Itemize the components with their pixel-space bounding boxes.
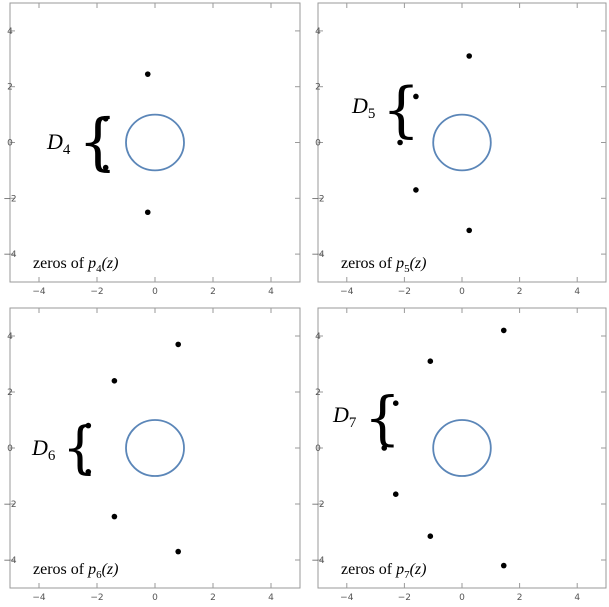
x-tick-label: −4 xyxy=(32,287,46,297)
zero-point xyxy=(397,139,403,146)
x-tick-label: −2 xyxy=(90,287,103,297)
zero-point xyxy=(175,548,181,555)
zero-point xyxy=(466,227,473,234)
y-tick-label: 0 xyxy=(7,139,13,149)
group-label: D6 xyxy=(31,435,56,464)
y-tick-label: 0 xyxy=(315,444,321,454)
unit-circle xyxy=(125,419,185,477)
x-tick-label: −2 xyxy=(398,593,411,603)
zero-point xyxy=(413,187,419,193)
plot-frame xyxy=(317,307,607,589)
zero-point xyxy=(85,469,92,475)
unit-circle xyxy=(125,113,185,172)
panel-caption: zeros of p7(z) xyxy=(341,561,426,581)
x-tick-label: −4 xyxy=(32,593,46,603)
zero-point xyxy=(102,164,109,171)
chart-panel-7: −4 −2 0 2 4 −4 −2 0 2 4 zeros of p7(z) D7{ xyxy=(311,307,607,603)
zero-point xyxy=(381,445,388,451)
group-label: D5 xyxy=(351,93,375,122)
unit-circle xyxy=(432,113,492,172)
x-tick-label: 4 xyxy=(268,287,274,297)
y-tick-label: −4 xyxy=(311,556,325,566)
left-brace-icon: { xyxy=(382,75,420,145)
chart-panel-4: −4 −2 0 2 4 −4 −2 0 2 4 zeros of p4(z) D4{ xyxy=(3,2,301,297)
left-brace-icon: { xyxy=(78,105,117,178)
zero-point xyxy=(392,400,399,407)
x-tick-label: 4 xyxy=(574,593,580,603)
x-tick-label: 2 xyxy=(210,593,216,603)
chart-panel-6: −4 −2 0 2 4 −4 −2 0 2 4 zeros of p6(z) D6{ xyxy=(3,307,301,603)
y-tick-label: 2 xyxy=(315,83,321,93)
zero-point xyxy=(175,341,181,348)
y-tick-label: −4 xyxy=(311,250,325,260)
zero-point xyxy=(85,422,92,429)
y-tick-label: −2 xyxy=(3,194,16,204)
zero-point xyxy=(102,115,109,122)
x-tick-label: 2 xyxy=(517,287,523,297)
plot-frame xyxy=(317,2,607,283)
zero-point xyxy=(111,378,118,384)
y-tick-label: −2 xyxy=(311,500,324,510)
y-tick-label: −4 xyxy=(3,250,17,260)
panel-caption: zeros of p5(z) xyxy=(341,255,426,275)
x-tick-label: −2 xyxy=(398,287,411,297)
x-tick-label: −2 xyxy=(90,593,103,603)
x-tick-label: 0 xyxy=(459,287,465,297)
x-tick-label: 4 xyxy=(574,287,580,297)
zero-point xyxy=(500,327,507,334)
x-tick-label: 0 xyxy=(459,593,465,603)
y-tick-label: 4 xyxy=(7,27,13,37)
chart-panel-5: −4 −2 0 2 4 −4 −2 0 2 4 zeros of p5(z) D5{ xyxy=(311,2,607,297)
x-tick-label: 0 xyxy=(152,287,158,297)
y-tick-label: 0 xyxy=(7,444,13,454)
y-tick-label: 4 xyxy=(7,332,13,342)
x-tick-label: 0 xyxy=(152,593,158,603)
left-brace-icon: { xyxy=(62,416,98,481)
panel-caption: zeros of p6(z) xyxy=(33,561,118,581)
zero-point xyxy=(144,71,151,77)
y-tick-label: 4 xyxy=(315,332,321,342)
y-tick-label: −4 xyxy=(3,556,17,566)
y-tick-label: −2 xyxy=(311,194,324,204)
panel-caption: zeros of p4(z) xyxy=(33,255,118,275)
y-tick-label: 2 xyxy=(7,388,13,398)
x-tick-label: −4 xyxy=(340,287,354,297)
y-tick-label: 0 xyxy=(315,139,321,149)
x-tick-label: 4 xyxy=(268,593,274,603)
zero-point xyxy=(466,53,473,59)
zero-point xyxy=(111,513,118,520)
x-tick-label: −4 xyxy=(340,593,354,603)
zero-point xyxy=(392,491,399,498)
group-label: D7 xyxy=(332,402,357,431)
y-tick-label: 2 xyxy=(315,388,321,398)
zero-point xyxy=(144,209,151,216)
zero-point xyxy=(500,562,507,569)
left-brace-icon: { xyxy=(364,384,401,452)
zero-point xyxy=(413,93,419,100)
y-tick-label: 4 xyxy=(315,27,321,37)
zero-point xyxy=(427,358,434,365)
unit-circle xyxy=(432,419,492,477)
x-tick-label: 2 xyxy=(210,287,216,297)
zero-point xyxy=(427,533,434,539)
y-tick-label: 2 xyxy=(7,83,13,93)
group-label: D4 xyxy=(46,129,71,158)
y-tick-label: −2 xyxy=(3,500,16,510)
x-tick-label: 2 xyxy=(517,593,523,603)
